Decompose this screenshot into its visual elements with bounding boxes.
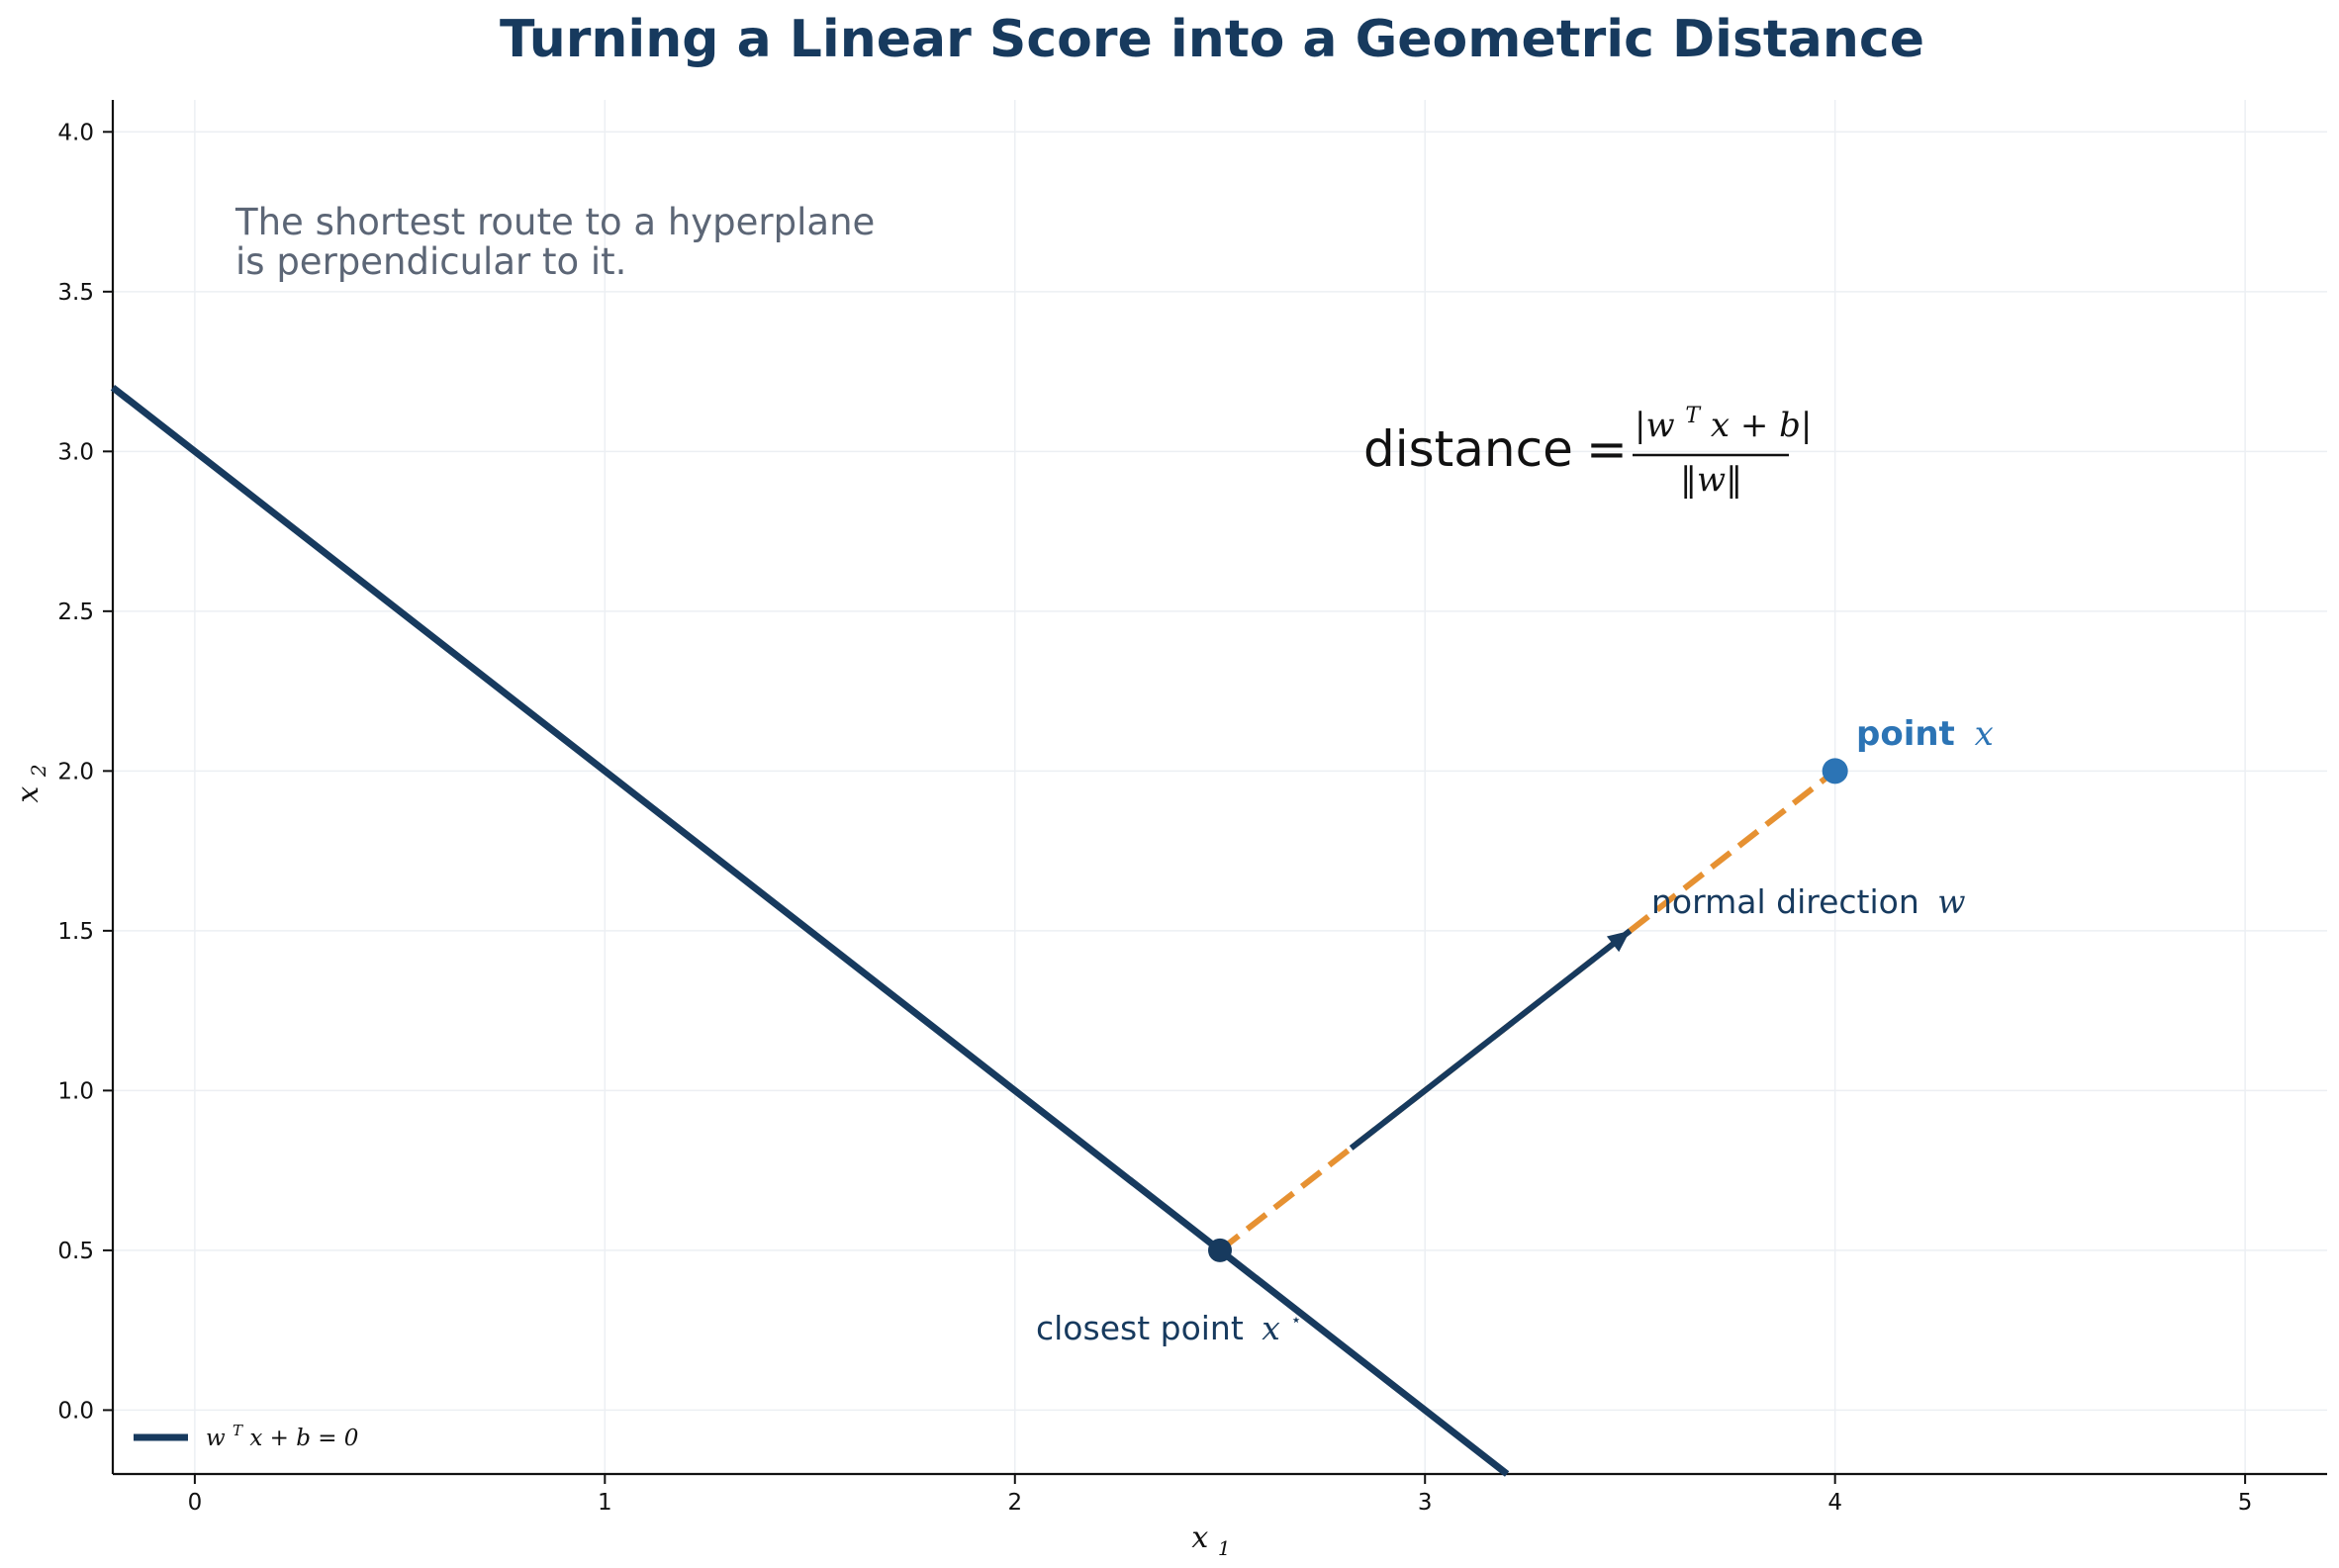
grid-lines xyxy=(113,100,2327,1474)
y-axis-label: x 2 xyxy=(11,764,50,802)
y-tick-label: 1.5 xyxy=(57,919,94,945)
x-axis-label-base: x xyxy=(1191,1521,1208,1555)
closest-point-word: closest point xyxy=(1036,1309,1244,1347)
y-tick-label: 3.0 xyxy=(57,439,94,465)
y-tick-label: 4.0 xyxy=(57,120,94,145)
legend-label: w T x + b = 0 xyxy=(206,1416,358,1451)
formula-denominator: ‖w‖ xyxy=(1680,460,1742,500)
closest-point-symbol: x xyxy=(1262,1309,1280,1347)
point-x-label-symbol: x xyxy=(1975,714,1994,754)
chart-title: Turning a Linear Score into a Geometric … xyxy=(500,10,1924,69)
y-tick-label: 0.5 xyxy=(57,1239,94,1264)
y-tick-label: 2.0 xyxy=(57,759,94,784)
note-line-2: is perpendicular to it. xyxy=(235,240,626,283)
x-tick-label: 5 xyxy=(2238,1490,2253,1516)
formula-equals: = xyxy=(1586,420,1628,478)
legend-label-sup: T xyxy=(233,1422,243,1439)
legend-label-start: w xyxy=(206,1426,226,1451)
formula-numerator-tail: x + b| xyxy=(1711,406,1813,445)
y-axis-label-base: x xyxy=(11,786,46,803)
normal-arrow-head xyxy=(1606,930,1631,953)
axes xyxy=(103,100,2327,1484)
point-x-marker xyxy=(1822,758,1848,784)
x-tick-label: 1 xyxy=(598,1490,612,1516)
x-tick-label: 3 xyxy=(1418,1490,1433,1516)
closest-point-label: closest point x ⋆ xyxy=(1036,1309,1302,1347)
formula-numerator-main: |w xyxy=(1635,406,1675,445)
closest-point-superscript: ⋆ xyxy=(1290,1310,1301,1331)
formula-lhs: distance xyxy=(1363,420,1573,478)
y-tick-label: 3.5 xyxy=(57,280,94,306)
y-tick-label: 1.0 xyxy=(57,1078,94,1104)
point-x-label-word: point xyxy=(1856,714,1955,754)
normal-direction-word: normal direction xyxy=(1651,882,1919,921)
legend: w T x + b = 0 xyxy=(134,1416,358,1451)
point-x-label: point x xyxy=(1856,714,1994,754)
x-tick-label: 0 xyxy=(188,1490,203,1516)
formula-numerator: |w T x + b| xyxy=(1635,392,1812,445)
plot-layer xyxy=(110,384,1848,1477)
tick-labels: 0 1 2 3 4 5 0.0 0.5 1.0 1.5 2.0 2.5 3.0 3.5 4.0 xyxy=(57,120,2252,1516)
note-line-1: The shortest route to a hyperplane xyxy=(234,201,875,243)
y-tick-label: 0.0 xyxy=(57,1398,94,1424)
formula-numerator-sup: T xyxy=(1685,404,1702,428)
x-axis-label: x 1 xyxy=(1191,1521,1230,1560)
x-tick-label: 4 xyxy=(1827,1490,1842,1516)
legend-label-end: x + b = 0 xyxy=(249,1426,358,1451)
y-axis-label-subscript: 2 xyxy=(27,764,50,778)
normal-direction-symbol: w xyxy=(1937,882,1965,921)
hyperplane-line xyxy=(110,384,1510,1477)
x-tick-label: 2 xyxy=(1007,1490,1022,1516)
normal-direction-label: normal direction w xyxy=(1651,882,1966,921)
distance-formula: distance = |w T x + b| ‖w‖ xyxy=(1363,392,1812,500)
closest-point-marker xyxy=(1208,1238,1232,1262)
y-tick-label: 2.5 xyxy=(57,600,94,625)
normal-arrow-shaft xyxy=(1349,928,1633,1151)
x-axis-label-subscript: 1 xyxy=(1218,1536,1231,1560)
